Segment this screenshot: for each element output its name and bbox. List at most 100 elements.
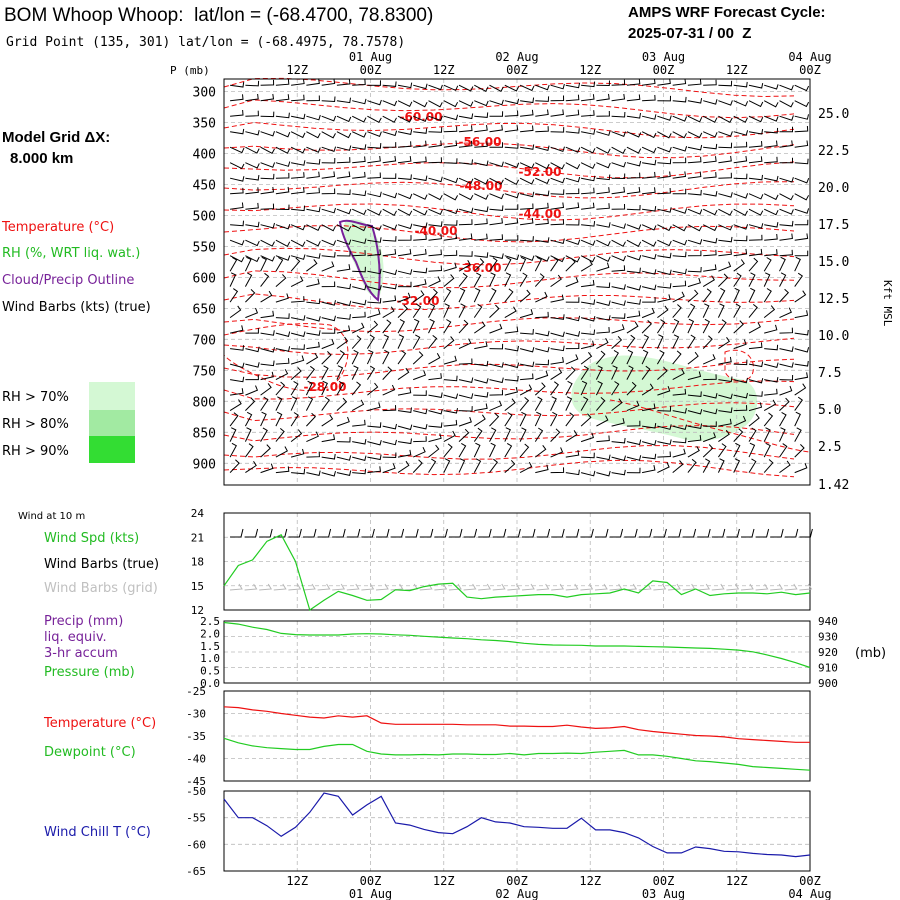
wind-barb <box>733 115 748 123</box>
wind-barb <box>428 444 440 458</box>
wind-barb <box>718 249 732 257</box>
wind-tick-label: 24 <box>191 507 205 520</box>
isotherm-label: -28.00 <box>304 380 347 394</box>
wind-barb <box>458 319 469 334</box>
wind-barb <box>306 253 321 259</box>
true-wind-barb <box>332 528 346 538</box>
wind-barb <box>748 174 763 181</box>
wind-barb <box>413 278 427 288</box>
pressure-tick-label: 930 <box>818 631 838 644</box>
wind-barb <box>717 443 727 458</box>
wind-barb <box>290 380 299 396</box>
model-grid-label: Model Grid ΔX: <box>2 129 110 146</box>
wind-barb <box>718 273 729 287</box>
wind-barb <box>534 382 546 396</box>
wind-barb <box>596 470 611 477</box>
grid-wind-barb <box>755 583 769 591</box>
wind-barb <box>565 297 580 303</box>
isotherm-label: -32.00 <box>397 294 440 308</box>
wind-barb <box>764 249 778 257</box>
wind-barb <box>626 420 641 427</box>
wind-barb <box>352 250 366 257</box>
wind-barb <box>458 393 474 399</box>
wind-barb <box>458 406 473 412</box>
wind-barb <box>550 381 559 396</box>
wind-barb <box>260 383 272 396</box>
wind-barb <box>382 423 397 430</box>
wind-barb <box>779 208 794 215</box>
wind-barb <box>672 424 687 431</box>
wind-barb <box>580 432 595 443</box>
wind-barb <box>596 162 611 169</box>
wind-barb <box>290 429 303 442</box>
wind-barb <box>687 371 702 381</box>
wind-barb <box>687 144 703 151</box>
true-wind-barb <box>668 528 682 538</box>
wind-barb <box>534 256 542 272</box>
wind-barb <box>504 459 516 473</box>
wind-barb <box>794 290 807 303</box>
wind-barb <box>764 362 779 369</box>
wind-barb <box>764 388 778 396</box>
pressure-tick-label: 700 <box>193 333 216 348</box>
pressure-tick-label: 750 <box>193 364 216 379</box>
wind-barb <box>519 162 535 169</box>
wind-barb <box>779 385 793 396</box>
wind-barb <box>382 319 392 334</box>
wind-barb <box>672 304 682 318</box>
legend-wind-barbs-grid: Wind Barbs (grid) <box>44 581 158 596</box>
wind-barb <box>412 318 420 334</box>
wind-barb <box>321 315 336 322</box>
wind-barb <box>458 338 472 350</box>
temp-tick-label: -40 <box>186 753 206 766</box>
wind-barb <box>626 131 642 138</box>
wind-barb <box>504 256 512 272</box>
wind-barb <box>352 79 366 86</box>
wind-barb <box>764 377 779 383</box>
grid-wind-barb <box>565 583 579 591</box>
wind-barb <box>397 449 412 458</box>
legend-temperature-2: Temperature (°C) <box>43 716 156 731</box>
wind-barb <box>458 428 470 442</box>
wind-barb <box>794 411 801 427</box>
true-wind-barb <box>755 528 770 538</box>
wind-barb <box>596 300 611 307</box>
wind-barb <box>763 208 779 216</box>
wind-barb <box>520 236 534 242</box>
wind-barb <box>489 427 497 442</box>
wind-barb <box>764 84 779 90</box>
wind-barb <box>657 158 672 165</box>
wind-barb <box>657 462 670 474</box>
wind-barb <box>550 368 563 381</box>
wind-barb <box>229 255 245 263</box>
wind-barb <box>550 314 565 320</box>
wind-barb <box>321 239 337 246</box>
wind-barb <box>245 187 259 195</box>
wind-barb <box>244 427 252 442</box>
wind-barb <box>367 320 379 334</box>
true-wind-barb <box>390 528 405 538</box>
wind-barb <box>717 287 726 303</box>
wind-barb <box>336 264 351 272</box>
height-tick-label: 20.0 <box>818 181 849 196</box>
wind-barb <box>703 249 717 257</box>
grid-wind-barb <box>784 583 798 591</box>
wind-barb <box>581 202 595 210</box>
wind-barb <box>321 434 336 443</box>
wind-barb <box>336 78 351 86</box>
wind-barb <box>779 374 794 381</box>
wind-barb <box>413 83 428 90</box>
wind-barb <box>443 250 458 257</box>
true-wind-barb <box>361 528 375 538</box>
wind-barb <box>474 403 488 412</box>
wind-barb <box>443 233 458 241</box>
wind-barb <box>443 458 451 473</box>
wind-barb <box>275 411 283 427</box>
grid-wind-barb <box>390 583 404 591</box>
wind-barb <box>428 84 443 91</box>
wind-barb <box>458 125 473 133</box>
date-tick-label: 01 Aug <box>349 887 392 900</box>
wind-barb <box>535 464 549 474</box>
wind-barb <box>717 303 725 318</box>
wind-barb <box>733 392 748 399</box>
